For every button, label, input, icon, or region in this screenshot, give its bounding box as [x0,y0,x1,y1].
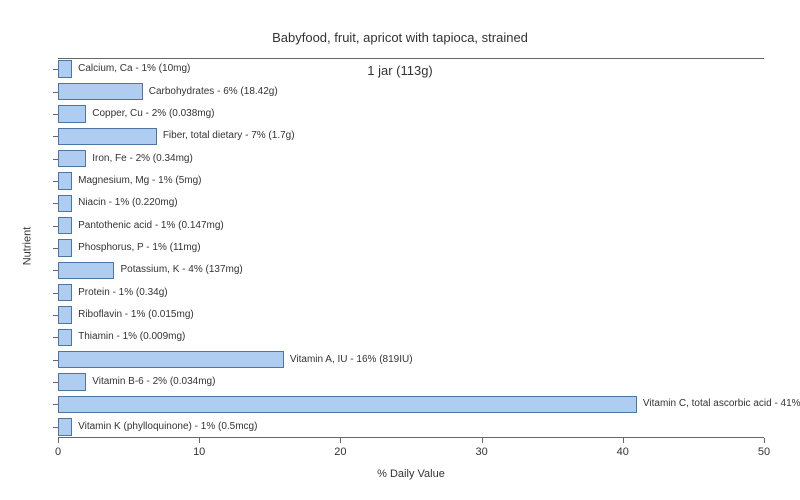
x-tick-mark [764,438,765,443]
bar [58,396,637,413]
y-tick-mark [53,427,58,428]
bar-label: Fiber, total dietary - 7% (1.7g) [163,130,295,141]
y-tick-mark [53,315,58,316]
x-tick-mark [482,438,483,443]
y-tick-mark [53,181,58,182]
x-tick-mark [58,438,59,443]
bar [58,329,72,346]
bar [58,172,72,189]
y-tick-mark [53,270,58,271]
bar-label: Thiamin - 1% (0.009mg) [78,331,185,342]
bar [58,128,157,145]
chart-title-line1: Babyfood, fruit, apricot with tapioca, s… [272,30,528,45]
y-axis-label: Nutrient [21,227,33,266]
y-tick-mark [53,337,58,338]
bar [58,195,72,212]
x-axis-label: % Daily Value [58,468,764,480]
bar [58,217,72,234]
y-tick-mark [53,114,58,115]
bar [58,60,72,77]
bar-label: Carbohydrates - 6% (18.42g) [149,86,278,97]
bar [58,239,72,256]
y-tick-mark [53,293,58,294]
y-tick-mark [53,404,58,405]
nutrient-chart: Babyfood, fruit, apricot with tapioca, s… [0,0,800,500]
y-tick-mark [53,136,58,137]
y-tick-mark [53,226,58,227]
bar [58,418,72,435]
bar-label: Vitamin K (phylloquinone) - 1% (0.5mcg) [78,421,257,432]
y-tick-mark [53,159,58,160]
bar [58,351,284,368]
bar [58,306,72,323]
bar-label: Vitamin B-6 - 2% (0.034mg) [92,376,215,387]
bar-label: Riboflavin - 1% (0.015mg) [78,309,194,320]
x-tick-mark [199,438,200,443]
plot-area: Calcium, Ca - 1% (10mg) Carbohydrates - 6… [58,58,764,438]
bar-label: Potassium, K - 4% (137mg) [120,264,242,275]
bar [58,105,86,122]
y-tick-mark [53,69,58,70]
bar [58,284,72,301]
y-tick-mark [53,203,58,204]
y-tick-mark [53,248,58,249]
bar-label: Magnesium, Mg - 1% (5mg) [78,175,201,186]
y-tick-mark [53,360,58,361]
x-tick-label: 10 [193,446,205,458]
y-tick-mark [53,92,58,93]
bar-label: Niacin - 1% (0.220mg) [78,197,177,208]
bar-label: Copper, Cu - 2% (0.038mg) [92,108,214,119]
bar [58,83,143,100]
bar [58,262,114,279]
bar-label: Vitamin A, IU - 16% (819IU) [290,354,413,365]
x-tick-label: 50 [758,446,770,458]
x-tick-label: 20 [334,446,346,458]
bar-label: Phosphorus, P - 1% (11mg) [78,242,200,253]
x-tick-mark [340,438,341,443]
bar-label: Pantothenic acid - 1% (0.147mg) [78,220,224,231]
x-tick-label: 40 [617,446,629,458]
bar-label: Iron, Fe - 2% (0.34mg) [92,153,193,164]
y-tick-mark [53,382,58,383]
x-tick-label: 30 [475,446,487,458]
x-tick-label: 0 [55,446,61,458]
bar-label: Calcium, Ca - 1% (10mg) [78,63,190,74]
bar-label: Protein - 1% (0.34g) [78,287,168,298]
bar [58,150,86,167]
x-tick-mark [623,438,624,443]
bars-container: Calcium, Ca - 1% (10mg) Carbohydrates - 6… [58,58,764,438]
bar-label: Vitamin C, total ascorbic acid - 41% (24… [643,398,800,409]
bar [58,373,86,390]
